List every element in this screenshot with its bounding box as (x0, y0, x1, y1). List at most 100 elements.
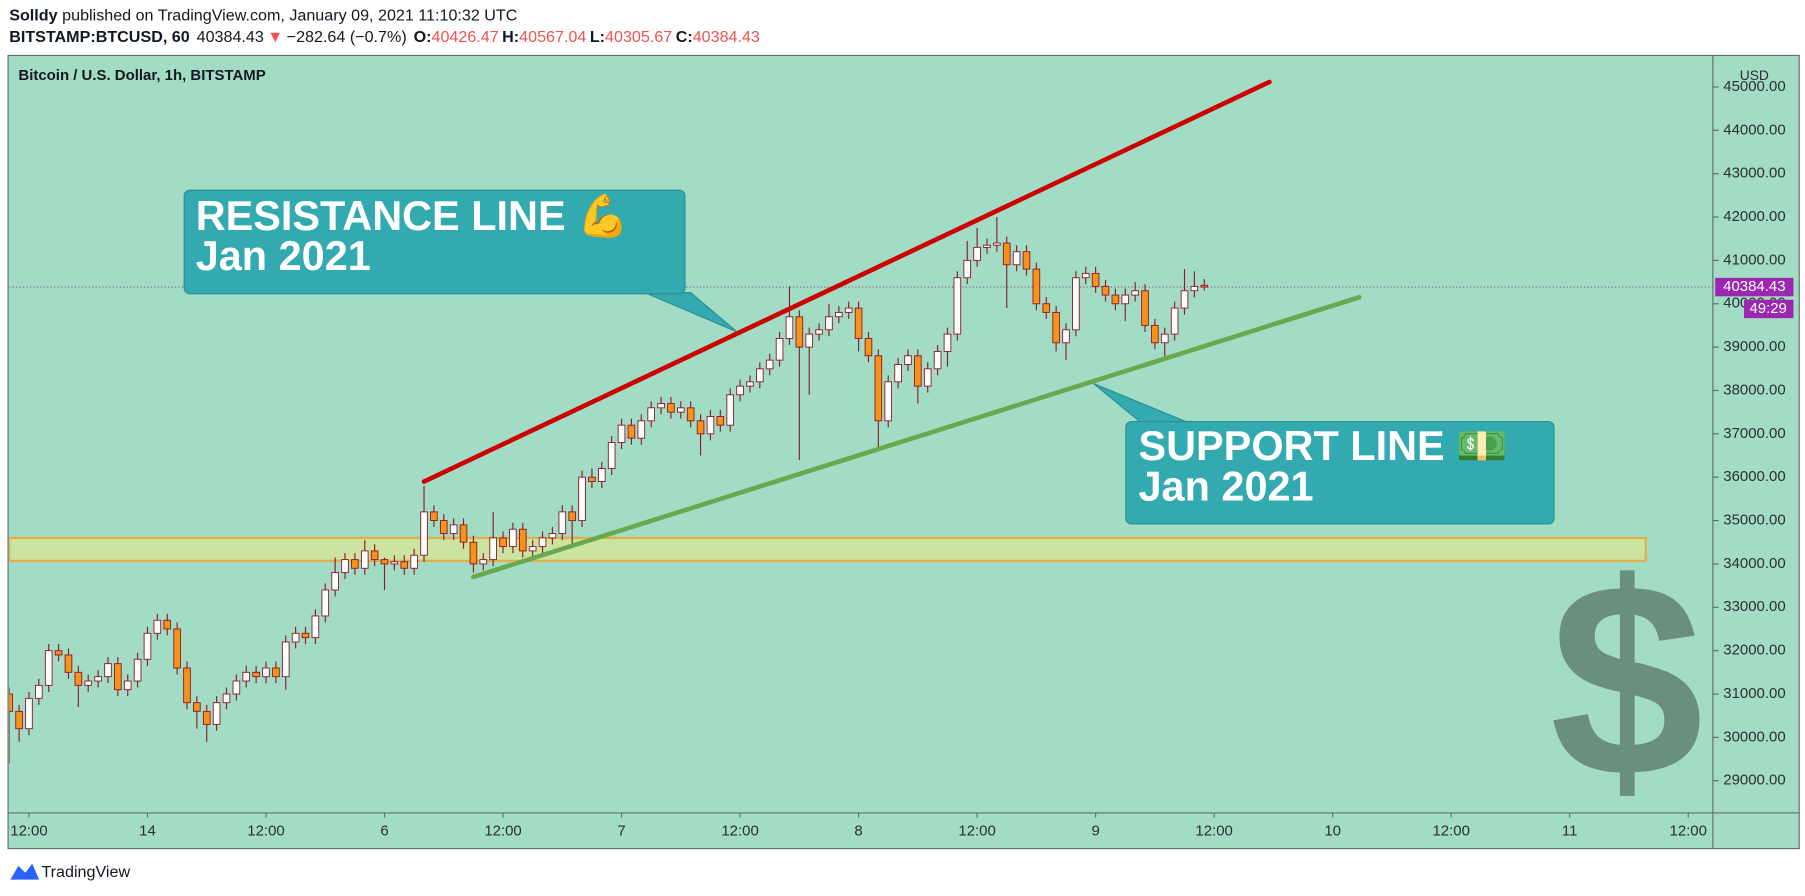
candle-body (420, 511, 428, 556)
candle-body (479, 559, 488, 565)
candle-body (489, 537, 497, 561)
candle-body (815, 329, 823, 335)
candle-body (914, 355, 922, 387)
candle-body (15, 710, 23, 730)
header-line: Solldy published on TradingView.com, Janu… (9, 7, 518, 25)
candle-body (696, 420, 705, 435)
candle-body (933, 350, 942, 370)
candle-body (864, 337, 873, 357)
annotation-text: Jan 2021 (196, 232, 371, 279)
candle-body (341, 559, 349, 574)
x-tick-label: 14 (139, 822, 156, 839)
countdown: 49:29 (1749, 300, 1786, 317)
callout-box (1125, 420, 1555, 525)
annotation-text: RESISTANCE LINE 💪 (196, 192, 629, 240)
close-label: C: (676, 28, 693, 46)
candle-body (835, 311, 843, 318)
candle-body (1180, 290, 1189, 309)
candle-body (904, 355, 912, 365)
candle-body (686, 407, 695, 422)
candle-body (202, 710, 211, 725)
candle-body (805, 333, 814, 348)
candle-body (410, 554, 418, 569)
candle-body (528, 546, 537, 552)
high-value: 40567.04 (519, 28, 586, 46)
candle-body (94, 676, 102, 682)
candle-body (183, 667, 191, 704)
countdown-badge (1743, 299, 1794, 319)
footer-logo (10, 863, 40, 880)
candle-body (746, 381, 754, 387)
candle-body (449, 524, 458, 535)
candle-body (311, 615, 320, 639)
candle-body (765, 359, 774, 370)
candle-body (222, 693, 231, 704)
currency-badge (1734, 65, 1774, 86)
candle-body (1111, 294, 1120, 305)
low-value: 40305.67 (605, 28, 672, 46)
candle-body (1190, 285, 1199, 292)
candle-body (281, 641, 290, 678)
candle-body (558, 511, 567, 535)
last-price-label: 40384.43 (1723, 278, 1785, 295)
candle-body (568, 511, 576, 522)
candle-body (1121, 294, 1130, 305)
candle-body (439, 520, 448, 535)
last-price-badge (1715, 277, 1794, 297)
candle-body (321, 589, 330, 617)
plot-area (9, 79, 1713, 764)
close-value: 40384.43 (693, 28, 760, 46)
dollar-watermark: $ (1550, 525, 1704, 834)
x-tick-label: 12:00 (484, 822, 521, 839)
candle-body (400, 561, 409, 569)
candle-body (9, 693, 14, 712)
x-tick-label: 11 (1562, 822, 1578, 839)
candle-body (44, 650, 53, 686)
low-label: L: (590, 28, 605, 46)
y-tick-label: 36000.00 (1723, 468, 1785, 485)
candle-body (983, 244, 991, 248)
candle-body (212, 702, 221, 725)
candle-body (173, 628, 181, 669)
candle-body (736, 385, 744, 396)
candle-body (1042, 303, 1051, 313)
candle-body (1062, 329, 1070, 344)
candle-body (953, 277, 962, 335)
candle-body (518, 528, 527, 552)
candle-body (133, 658, 142, 682)
candle-body (548, 533, 557, 539)
y-tick-label: 42000.00 (1723, 208, 1785, 225)
candle-body (35, 684, 43, 699)
candle-body (430, 511, 438, 522)
candle-body (726, 394, 735, 426)
candle-body (54, 650, 63, 656)
candle-body (193, 702, 201, 712)
candle-body (943, 333, 952, 352)
candle-body (775, 337, 784, 361)
y-tick-label: 31000.00 (1723, 685, 1785, 702)
candle-body (1032, 268, 1041, 305)
candle-body (114, 663, 122, 691)
candle-body (25, 697, 33, 730)
candle-body (380, 559, 389, 565)
x-tick-label: 12:00 (1432, 822, 1469, 839)
candle-body (1091, 272, 1100, 287)
y-tick-label: 38000.00 (1723, 381, 1785, 398)
candle-body (1200, 284, 1209, 288)
candle-body (1022, 251, 1031, 270)
x-tick-label: 12:00 (10, 822, 47, 839)
candle-body (844, 307, 853, 313)
candle-body (360, 550, 369, 569)
candle-body (854, 307, 863, 339)
footer: TradingView (41, 863, 130, 881)
candle-body (706, 416, 715, 435)
last-price: 40384.43 (197, 28, 264, 46)
y-tick-label: 37000.00 (1723, 425, 1785, 442)
candle-body (370, 550, 379, 561)
candle-body (716, 416, 725, 426)
candle-body (607, 442, 616, 469)
candle-body (1151, 324, 1159, 344)
y-tick-label: 30000.00 (1723, 728, 1785, 745)
